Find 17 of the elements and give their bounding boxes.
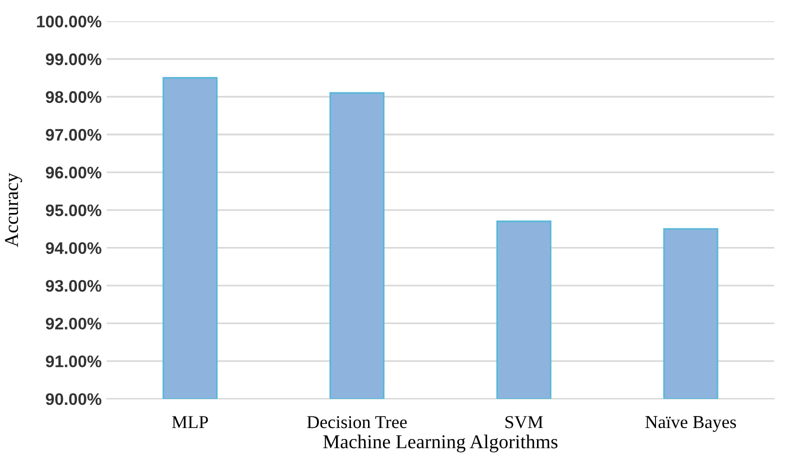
y-tick-label: 100.00% [37,16,102,28]
y-axis-title: Accuracy [5,172,22,248]
y-tick-label: 96.00% [46,166,102,178]
x-tick-label: Decision Tree [307,416,407,428]
y-tick-label: 97.00% [46,128,102,141]
x-axis-title: Machine Learning Algorithms [323,434,558,452]
y-tick-label: 91.00% [46,355,102,368]
y-tick-label: 98.00% [46,91,102,103]
y-tick-label: 90.00% [46,393,102,406]
y-tick-label: 93.00% [46,280,102,292]
y-tick-label: 95.00% [46,204,102,216]
x-tick-label: SVM [506,416,543,428]
y-tick-label: 92.00% [46,318,102,330]
y-tick-label: 94.00% [46,242,102,254]
y-tick-label: 99.00% [46,53,102,66]
x-tick-label: MLP [172,416,208,428]
x-tick-label: Naïve Bayes [645,416,736,432]
